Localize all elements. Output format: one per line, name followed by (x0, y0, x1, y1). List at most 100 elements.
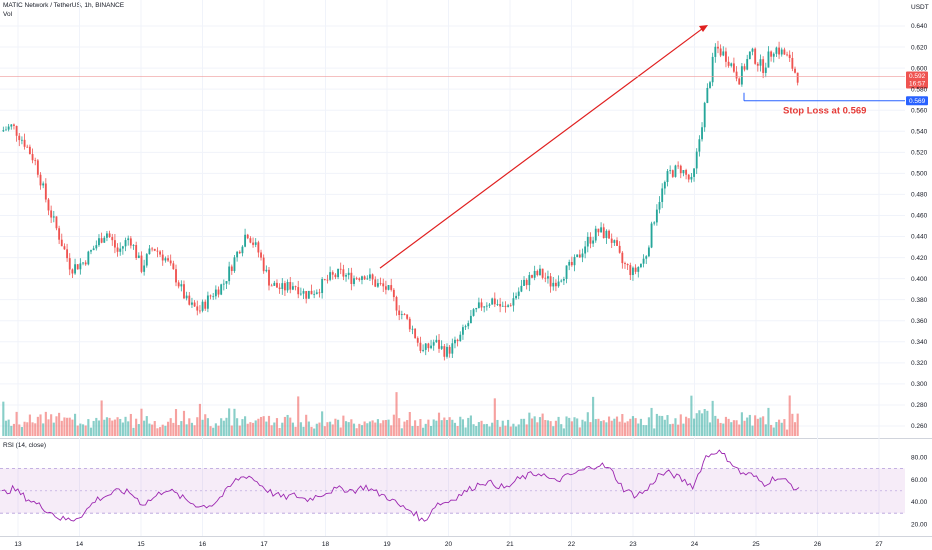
candle-body (180, 284, 183, 287)
candle-body (624, 263, 626, 265)
candle-body (770, 51, 773, 57)
volume-bar (87, 419, 90, 436)
volume-bar (791, 413, 794, 436)
candle-body (7, 126, 10, 130)
volume-bar (440, 420, 443, 436)
volume-bar (512, 423, 515, 436)
volume-bar (700, 413, 704, 436)
candle-body (764, 67, 767, 73)
candle-body (47, 199, 50, 211)
volume-bar (172, 422, 175, 436)
candle-body (679, 165, 682, 174)
volume-bar (246, 423, 249, 436)
volume-bar (310, 426, 313, 436)
candle-body (151, 248, 154, 250)
currency-label: USDT (911, 4, 929, 11)
volume-bar (20, 427, 23, 436)
candle-body (20, 139, 23, 141)
volume-bar (209, 426, 212, 436)
volume-bar (406, 420, 409, 436)
volume-bar (127, 421, 130, 436)
volume-bar (63, 417, 66, 436)
volume-bar (225, 417, 228, 436)
volume-bar (663, 419, 666, 436)
candle-body (411, 328, 414, 330)
volume-bar (217, 425, 220, 436)
volume-bar (31, 422, 34, 436)
candle-body (60, 239, 63, 247)
volume-bar (73, 413, 77, 436)
candle-body (754, 48, 757, 64)
volume-bar (475, 425, 478, 436)
volume-bar (528, 412, 531, 436)
candle-body (87, 251, 90, 265)
candle-body (366, 278, 369, 280)
candle-body (549, 276, 552, 287)
volume-bar (565, 416, 568, 436)
candle-body (339, 268, 342, 270)
volume-bar (414, 420, 417, 436)
candle-body (454, 339, 456, 344)
volume-bar (621, 414, 624, 436)
candle-body (358, 278, 361, 280)
volume-bar (456, 425, 459, 436)
candle-body (462, 327, 464, 335)
candle-body (58, 228, 61, 240)
volume-bar (669, 424, 672, 436)
volume-bar (307, 421, 310, 436)
trend-arrow-line (379, 28, 703, 269)
volume-bar (592, 396, 595, 436)
volume-bar (687, 418, 690, 436)
candle-body (578, 254, 581, 258)
volume-bar (315, 423, 318, 436)
candle-body (318, 292, 321, 294)
volume-bar (4, 420, 8, 436)
candle-body (685, 170, 688, 175)
volume-bar (355, 428, 358, 436)
candle-body (600, 227, 603, 233)
volume-bar (740, 412, 743, 436)
candle-body (106, 233, 108, 238)
volume-bar (578, 427, 581, 436)
candle-body (228, 266, 231, 282)
candle-body (634, 267, 637, 272)
candle-body (661, 188, 664, 202)
volume-bar (58, 412, 61, 436)
volume-bar (79, 423, 82, 436)
last-price-countdown: 16:57 (909, 81, 926, 88)
candle-body (116, 247, 119, 252)
candle-body (732, 63, 735, 72)
volume-bar (103, 419, 106, 436)
candle-body (299, 293, 302, 295)
candle-body (233, 257, 236, 272)
volume-bar (281, 422, 284, 436)
volume-bar (302, 426, 305, 436)
volume-bars (2, 392, 799, 436)
volume-bar (214, 423, 217, 436)
volume-bar (602, 420, 605, 436)
candle-body (159, 251, 162, 255)
volume-bar (230, 425, 233, 436)
volume-bar (685, 416, 688, 436)
volume-bar (647, 417, 650, 436)
volume-bar (318, 422, 321, 436)
volume-bar (100, 400, 103, 436)
candle-body (278, 287, 281, 290)
volume-bar (39, 414, 42, 436)
candle-body (796, 72, 799, 83)
candle-body (639, 263, 642, 268)
candle-body (193, 302, 196, 307)
candle-body (472, 309, 475, 316)
candle-body (254, 242, 257, 245)
candle-body (103, 237, 106, 243)
axes: 0.640 0.620 0.600 0.580 0.560 0.540 0.520 0.500… (14, 4, 928, 548)
candle-body (594, 228, 597, 241)
candle-body (15, 125, 18, 136)
candle-body (464, 326, 467, 328)
volume-bar (499, 426, 502, 436)
candle-body (244, 234, 247, 247)
candle-body (98, 238, 100, 246)
candle-body (706, 87, 709, 103)
volume-bar (631, 416, 635, 436)
